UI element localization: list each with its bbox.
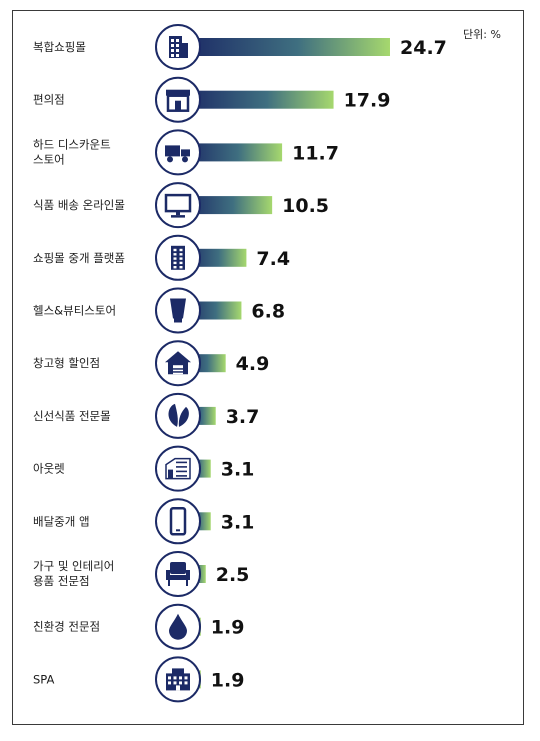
cosmetic-tube-icon	[155, 287, 201, 334]
chart-row: 복합쇼핑몰 24.7	[33, 24, 447, 70]
smartphone-icon	[155, 498, 201, 545]
value-label: 17.9	[344, 90, 391, 112]
value-label: 1.9	[211, 669, 245, 691]
value-label: 4.9	[236, 353, 270, 375]
chart-row: 식품 배송 온라인몰 10.5	[33, 182, 329, 229]
unit-label: 단위: %	[463, 28, 501, 41]
value-label: 3.1	[221, 459, 255, 481]
category-label: 복합쇼핑몰	[33, 40, 86, 54]
chart-row: 가구 및 인테리어 용품 전문점 2.5	[33, 551, 250, 597]
category-label: 식품 배송 온라인몰	[33, 198, 125, 212]
value-label: 10.5	[282, 195, 329, 217]
chart-row: 아웃렛 3.1	[33, 445, 255, 492]
category-label: SPA	[33, 672, 54, 686]
building-icon	[155, 24, 201, 70]
category-label: 쇼핑몰 중개 플랫폼	[33, 251, 125, 265]
outlet-building-icon	[155, 445, 201, 492]
chart-row: 쇼핑몰 중개 플랫폼 7.4	[33, 234, 290, 281]
armchair-icon	[155, 551, 201, 597]
chart-row: 편의점 17.9	[33, 76, 391, 123]
shop-building-icon	[155, 656, 201, 703]
category-label: 배달중개 앱	[33, 514, 90, 528]
category-label: 친환경 전문점	[33, 620, 100, 634]
category-label: 신선식품 전문몰	[33, 409, 111, 423]
chart-row: 배달중개 앱 3.1	[33, 498, 255, 545]
value-label: 3.1	[221, 511, 255, 533]
chart-row: 친환경 전문점 1.9	[33, 603, 245, 650]
water-drop-icon	[155, 603, 201, 650]
value-label: 2.5	[216, 564, 250, 586]
category-label: 가구 및 인테리어 용품 전문점	[33, 559, 114, 588]
value-label: 11.7	[292, 142, 339, 164]
category-label: 창고형 할인점	[33, 356, 100, 370]
warehouse-icon	[155, 340, 201, 387]
bar	[185, 90, 334, 109]
value-label: 7.4	[256, 248, 290, 270]
bar	[185, 38, 390, 56]
chart-row: 신선식품 전문몰 3.7	[33, 392, 260, 439]
value-label: 3.7	[226, 406, 260, 428]
leaf-icon	[155, 392, 201, 439]
category-label: 편의점	[33, 93, 65, 107]
category-label: 헬스&뷰티스토어	[33, 304, 116, 318]
monitor-icon	[155, 182, 201, 229]
value-label: 1.9	[211, 617, 245, 639]
storefront-icon	[155, 76, 201, 123]
chart-row: SPA 1.9	[33, 656, 245, 703]
truck-icon	[155, 129, 201, 176]
chart-row: 헬스&뷰티스토어 6.8	[33, 287, 285, 334]
value-label: 6.8	[251, 301, 285, 323]
category-label: 아웃렛	[33, 462, 65, 476]
tall-building-icon	[155, 234, 201, 281]
bar	[185, 196, 273, 215]
chart-row: 하드 디스카운트 스토어 11.7	[33, 129, 339, 176]
chart-frame	[12, 10, 524, 725]
category-label: 하드 디스카운트 스토어	[33, 137, 111, 166]
chart-row: 창고형 할인점 4.9	[33, 340, 270, 387]
bar	[185, 143, 283, 162]
value-label: 24.7	[400, 37, 447, 59]
